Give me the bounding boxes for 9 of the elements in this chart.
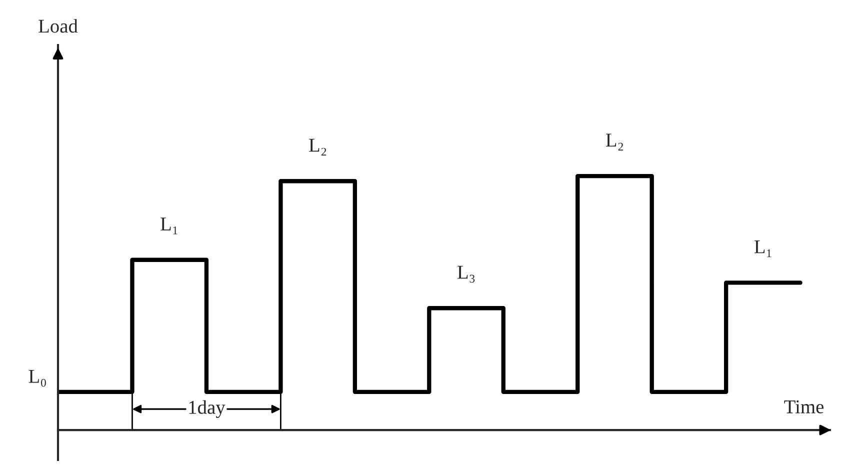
text: L₂ — [309, 138, 326, 156]
annotation: L₁ — [160, 218, 178, 234]
annotation: L₁ — [754, 240, 772, 258]
text: Load — [38, 19, 78, 33]
x-axis-title: Time — [784, 400, 824, 414]
annotation: L₃ — [458, 266, 475, 283]
annotation: 1day — [189, 400, 226, 418]
text: L₂ — [606, 134, 624, 150]
text: L₀ — [28, 370, 46, 387]
